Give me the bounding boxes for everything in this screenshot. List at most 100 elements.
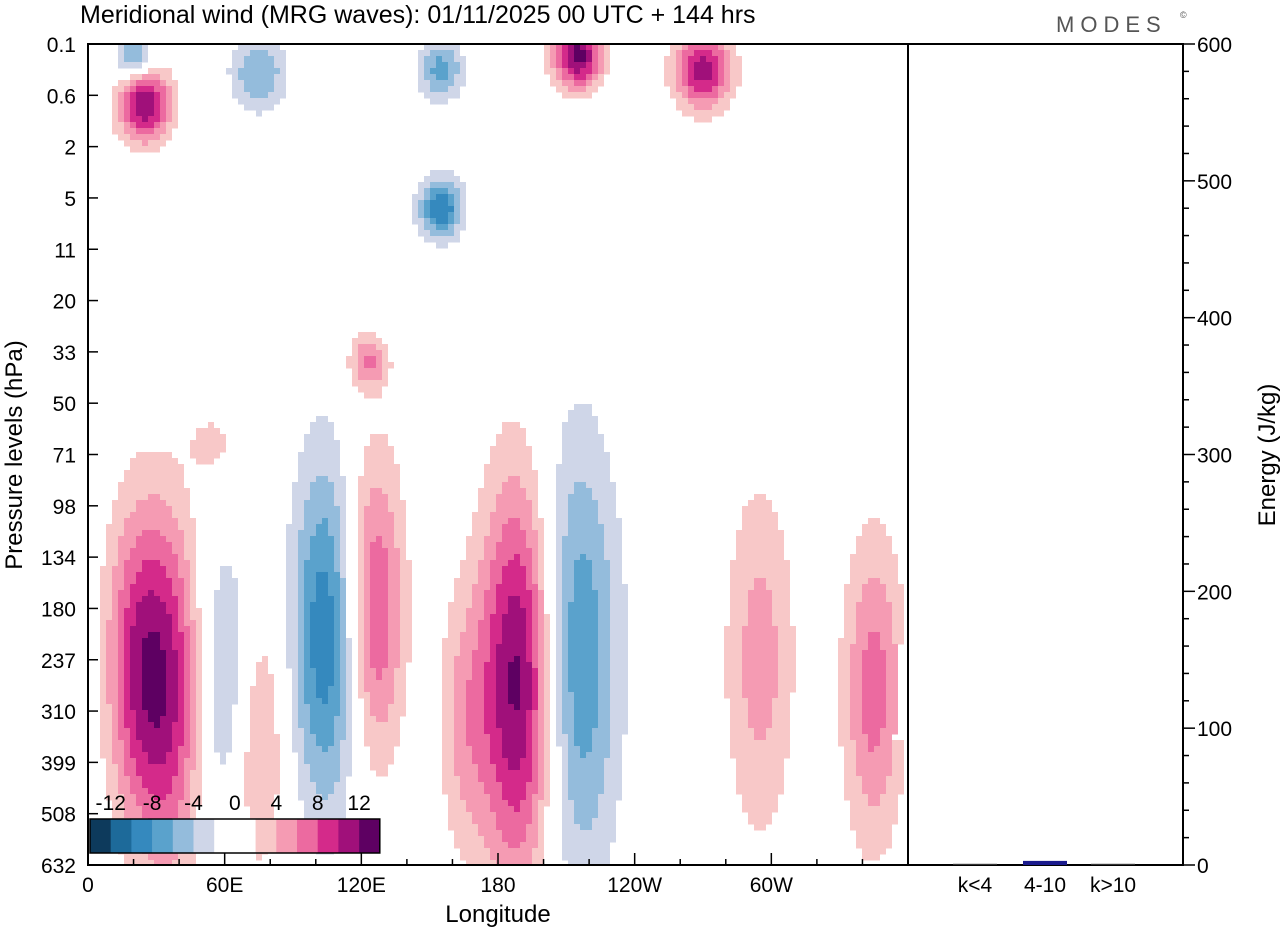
field-cell (364, 680, 394, 687)
field-cell (574, 566, 592, 573)
field-cell (316, 674, 334, 681)
field-cell (334, 494, 346, 501)
field-cell (358, 608, 364, 615)
field-cell (556, 74, 562, 81)
field-cell (442, 740, 454, 747)
colorbar-swatch (172, 819, 194, 853)
field-cell (358, 632, 364, 639)
field-cell (196, 758, 202, 765)
field-cell (556, 86, 568, 93)
field-cell (670, 50, 676, 57)
field-cell (580, 746, 592, 753)
field-cell (142, 566, 166, 573)
field-cell (484, 710, 496, 717)
field-cell (490, 752, 502, 759)
colorbar-swatch (193, 819, 215, 853)
field-cell (100, 638, 106, 645)
field-cell (388, 620, 400, 627)
field-cell (154, 110, 160, 117)
field-cell (544, 620, 550, 627)
x-tick-label: 120W (607, 874, 662, 897)
field-cell (598, 512, 616, 519)
field-cell (430, 200, 448, 207)
field-cell (844, 758, 856, 765)
field-cell (478, 620, 490, 627)
field-cell (574, 74, 586, 81)
field-cell (190, 812, 196, 819)
field-cell (778, 692, 790, 699)
field-cell (736, 782, 784, 789)
field-cell (562, 74, 574, 81)
field-cell (346, 356, 358, 363)
field-cell (520, 596, 532, 603)
field-cell (562, 728, 574, 735)
field-cell (388, 650, 400, 657)
field-cell (502, 572, 526, 579)
field-cell (844, 584, 862, 591)
field-cell (598, 632, 610, 639)
field-cell (526, 734, 532, 741)
field-cell (358, 500, 370, 507)
field-cell (172, 98, 178, 105)
field-cell (502, 830, 526, 837)
field-cell (442, 782, 460, 789)
field-cell (484, 596, 496, 603)
field-cell (100, 662, 106, 669)
field-cell (484, 722, 496, 729)
field-cell (496, 764, 508, 771)
field-cell (538, 836, 544, 843)
field-cell (886, 662, 898, 669)
field-cell (346, 662, 352, 669)
field-cell (496, 596, 508, 603)
field-cell (484, 680, 496, 687)
field-cell (460, 200, 466, 207)
field-cell (160, 134, 172, 141)
field-cell (466, 728, 484, 735)
field-cell (742, 524, 778, 531)
field-cell (304, 656, 310, 663)
field-cell (124, 566, 142, 573)
field-cell (370, 548, 388, 555)
field-cell (232, 50, 250, 57)
field-cell (844, 782, 862, 789)
field-cell (688, 86, 694, 93)
field-cell (880, 800, 898, 807)
field-cell (544, 704, 550, 711)
field-cell (370, 692, 394, 699)
field-cell (886, 692, 898, 699)
field-cell (724, 626, 742, 633)
colorbar-swatch (214, 819, 236, 853)
y-tick-label: 632 (41, 855, 76, 878)
field-cell (394, 536, 406, 543)
field-cell (538, 536, 544, 543)
field-cell (376, 770, 388, 777)
field-cell (184, 770, 190, 777)
field-cell (178, 692, 184, 699)
field-cell (388, 614, 400, 621)
field-cell (466, 548, 484, 555)
field-cell (748, 716, 772, 723)
field-cell (328, 530, 340, 537)
field-cell (454, 182, 466, 189)
field-cell (862, 584, 886, 591)
field-cell (586, 62, 592, 69)
field-cell (172, 590, 184, 597)
field-cell (892, 758, 904, 765)
field-cell (142, 812, 178, 819)
field-cell (526, 614, 532, 621)
field-cell (544, 746, 550, 753)
field-cell (532, 620, 538, 627)
field-cell (610, 656, 628, 663)
x-tick-label: 180 (480, 874, 515, 897)
field-cell (334, 488, 346, 495)
field-cell (874, 746, 892, 753)
field-cell (538, 710, 544, 717)
colorbar-swatch (131, 819, 153, 853)
field-cell (358, 494, 370, 501)
field-cell (880, 794, 898, 801)
field-cell (490, 734, 502, 741)
field-cell (610, 674, 628, 681)
field-cell (388, 632, 400, 639)
field-cell (112, 578, 124, 585)
field-cell (490, 614, 502, 621)
